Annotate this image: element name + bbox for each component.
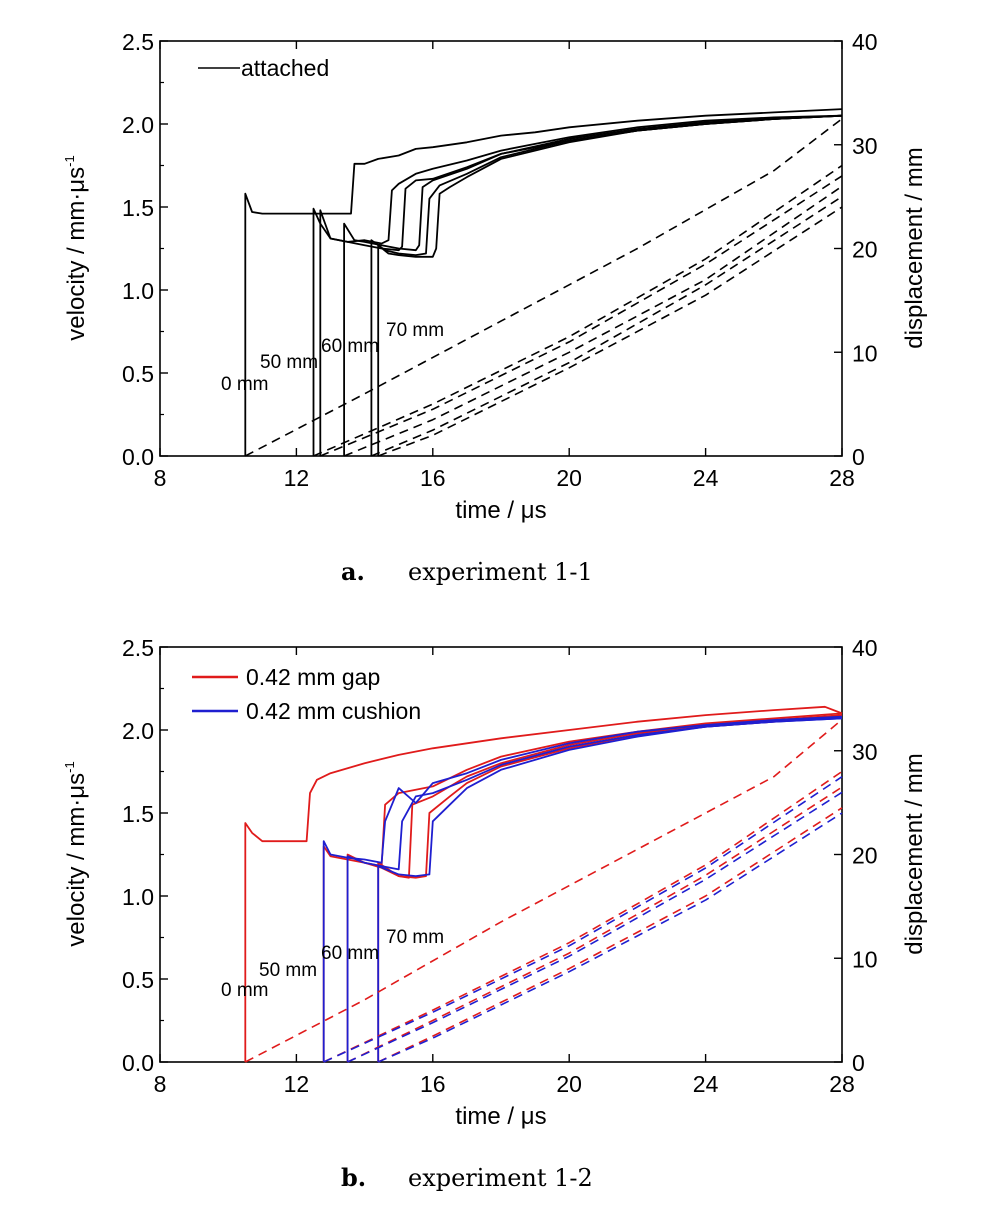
velocity-line-60mm-5 [346,717,843,1062]
caption-letter: b. [341,1163,366,1192]
displacement-line-70mm-10 [377,807,843,1063]
y-right-tick-label: 0 [852,1050,865,1076]
velocity-line-50mm-1 [312,114,843,456]
x-axis-label: time / μs [455,497,546,524]
velocity-line-70mm-6 [377,717,843,1062]
x-tick-label: 28 [829,1071,855,1097]
annotation-60mm: 60 mm [321,943,379,964]
caption-text: experiment 1-1 [408,558,593,586]
velocity-line-70mm-5 [370,114,843,456]
x-tick-label: 28 [829,465,855,491]
y-left-tick-label: 1.0 [122,884,154,910]
displacement-line-70mm-11 [377,206,843,457]
y-right-tick-label: 0 [852,444,865,470]
y-right-tick-label: 10 [852,946,878,972]
y-right-tick-label: 10 [852,340,878,366]
y-right-tick-label: 30 [852,739,878,765]
y-left-tick-label: 1.5 [122,801,154,827]
panel-b-chart: 8 12 16 20 24 28 0.0 0.5 1.0 1.5 2.0 2.5 0 10 20 30 40 t… [62,635,928,1192]
x-tick-label: 8 [154,1071,167,1097]
x-tick-label: 16 [420,465,446,491]
displacement-line-0mm-7 [244,718,843,1063]
annotation-60mm: 60 mm [321,336,379,357]
caption-text: experiment 1-2 [408,1164,593,1192]
y-right-tick-label: 20 [852,843,878,869]
annotation-50mm: 50 mm [259,960,317,981]
displacement-line-60mm-8 [319,175,843,457]
displacement-line-0mm-6 [244,118,843,457]
legend-label-gap: 0.42 mm gap [246,664,380,690]
caption-letter: a. [341,557,365,586]
y-right-tick-label: 40 [852,635,878,661]
legend-label-cushion: 0.42 mm cushion [246,698,421,724]
legend: 0.42 mm gap 0.42 mm cushion [192,664,421,724]
x-tick-label: 12 [284,1071,310,1097]
annotation-70mm: 70 mm [386,927,444,948]
displacement-line-60mm-9 [347,786,843,1063]
velocity-line-60mm-2 [346,714,843,1062]
y-left-axis-label: velocity / mm·μs-1 [62,155,90,340]
x-tick-label: 20 [556,1071,582,1097]
y-right-tick-label: 40 [852,29,878,55]
velocity-line-0mm-0 [244,108,843,456]
annotation-0mm: 0 mm [221,980,269,1001]
y-right-axis-label: displacement / mm [901,147,928,348]
y-left-tick-label: 0.0 [122,444,154,470]
displacement-line-50mm-11 [323,776,843,1063]
displacement-line-60mm-9 [343,185,843,457]
displacement-line-50mm-8 [323,770,843,1063]
legend-label-attached: attached [241,55,329,81]
displacement-line-70mm-10 [371,195,843,457]
displacement-line-60mm-12 [347,791,843,1063]
velocity-line-50mm-1 [322,712,843,1062]
annotation-50mm: 50 mm [260,352,318,373]
displacement-line-50mm-7 [313,164,843,457]
y-left-tick-label: 0.5 [122,361,154,387]
x-axis-label: time / μs [455,1103,546,1130]
y-right-tick-label: 30 [852,133,878,159]
annotation-70mm: 70 mm [386,320,444,341]
panel-caption: b. experiment 1-2 [341,1163,593,1192]
y-left-tick-label: 2.0 [122,718,154,744]
y-left-tick-label: 2.0 [122,112,154,138]
velocity-line-50mm-4 [322,715,843,1062]
x-tick-label: 16 [420,1071,446,1097]
displacement-line-70mm-13 [377,812,843,1063]
velocity-line-0mm-0 [244,705,843,1062]
legend: attached [198,55,329,81]
annotation-0mm: 0 mm [221,374,269,395]
x-tick-label: 24 [693,465,719,491]
y-left-tick-label: 2.5 [122,29,154,55]
y-right-axis-label: displacement / mm [901,753,928,954]
x-tick-label: 20 [556,465,582,491]
y-left-tick-label: 1.5 [122,195,154,221]
x-tick-label: 8 [154,465,167,491]
y-left-tick-label: 0.0 [122,1050,154,1076]
velocity-line-70mm-4 [377,114,843,456]
y-left-tick-label: 2.5 [122,635,154,661]
panel-a-chart: 8 12 16 20 24 28 0.0 0.5 1.0 1.5 2.0 2.5 0 10 20 30 40 t… [62,29,928,586]
velocity-line-70mm-3 [377,715,843,1062]
y-left-tick-label: 1.0 [122,278,154,304]
x-tick-label: 24 [693,1071,719,1097]
x-tick-label: 12 [284,465,310,491]
panel-caption: a. experiment 1-1 [341,557,593,586]
velocity-line-60mm-2 [319,114,843,456]
y-left-axis-label: velocity / mm·μs-1 [62,761,90,946]
y-left-tick-label: 0.5 [122,967,154,993]
y-right-tick-label: 20 [852,237,878,263]
velocity-line-60mm-3 [343,114,843,456]
